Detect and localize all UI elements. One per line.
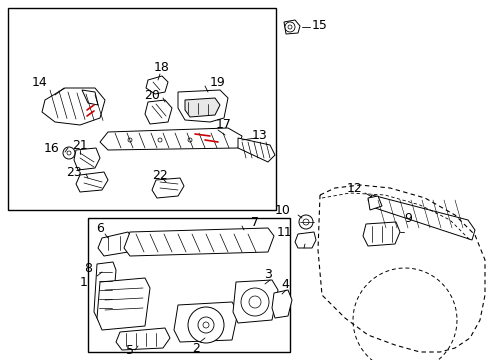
Polygon shape	[116, 328, 170, 350]
Circle shape	[248, 296, 261, 308]
Polygon shape	[98, 232, 134, 256]
Text: 15: 15	[311, 18, 327, 32]
Circle shape	[158, 138, 162, 142]
Text: 11: 11	[277, 225, 292, 239]
Bar	[88, 218, 289, 352]
Text: 9: 9	[403, 212, 411, 225]
Polygon shape	[42, 88, 105, 125]
Text: 5: 5	[126, 343, 134, 356]
Text: 18: 18	[154, 60, 170, 73]
Polygon shape	[238, 138, 274, 162]
Text: 2: 2	[192, 342, 200, 355]
Circle shape	[241, 288, 268, 316]
Polygon shape	[145, 100, 172, 124]
Text: 21: 21	[72, 139, 88, 152]
Polygon shape	[76, 172, 108, 192]
Polygon shape	[100, 128, 242, 150]
Text: 14: 14	[32, 76, 48, 89]
Circle shape	[63, 147, 75, 159]
Text: 19: 19	[210, 76, 225, 89]
Polygon shape	[184, 98, 220, 117]
Polygon shape	[174, 302, 238, 342]
Polygon shape	[97, 278, 150, 330]
Polygon shape	[362, 222, 399, 246]
Polygon shape	[271, 290, 291, 318]
Polygon shape	[146, 76, 168, 94]
Text: 4: 4	[281, 279, 288, 292]
Circle shape	[203, 322, 208, 328]
Polygon shape	[367, 195, 474, 240]
Circle shape	[67, 151, 71, 155]
Text: 10: 10	[274, 203, 290, 216]
Circle shape	[128, 138, 132, 142]
Circle shape	[198, 317, 214, 333]
Text: 16: 16	[44, 141, 60, 154]
Polygon shape	[284, 20, 299, 34]
Text: 17: 17	[216, 117, 231, 131]
Text: 20: 20	[144, 89, 160, 102]
Text: 22: 22	[152, 168, 167, 181]
Text: 23: 23	[66, 166, 81, 179]
Polygon shape	[178, 90, 227, 122]
Text: 8: 8	[84, 261, 92, 274]
Circle shape	[303, 219, 308, 225]
Circle shape	[187, 138, 192, 142]
Circle shape	[287, 25, 291, 29]
Polygon shape	[367, 196, 381, 210]
Text: 7: 7	[250, 216, 259, 229]
Bar	[8, 8, 275, 210]
Polygon shape	[74, 148, 100, 170]
Text: 1: 1	[80, 275, 88, 288]
Polygon shape	[82, 90, 98, 105]
Text: 3: 3	[264, 267, 271, 280]
Polygon shape	[294, 232, 315, 248]
Circle shape	[187, 307, 224, 343]
Polygon shape	[152, 178, 183, 198]
Text: 6: 6	[96, 221, 104, 234]
Polygon shape	[232, 280, 278, 323]
Text: 12: 12	[346, 181, 362, 194]
Circle shape	[285, 22, 294, 32]
Circle shape	[298, 215, 312, 229]
Text: 13: 13	[252, 129, 267, 141]
Polygon shape	[124, 228, 273, 256]
Polygon shape	[94, 262, 116, 320]
